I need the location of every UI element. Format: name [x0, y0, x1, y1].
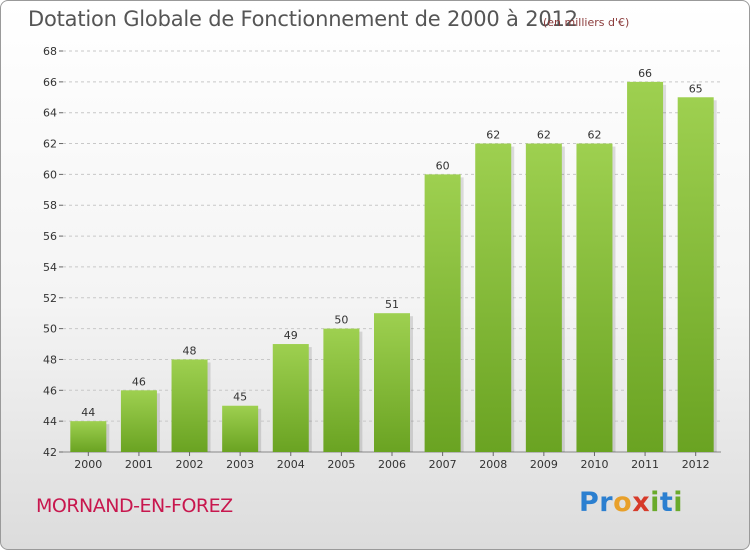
bar-value-label: 48 [183, 344, 197, 357]
x-tick-label: 2000 [74, 458, 102, 471]
commune-name: MORNAND-EN-FOREZ [36, 495, 233, 517]
y-tick-label: 42 [43, 446, 57, 459]
logo-letter: i [650, 487, 660, 518]
bar [576, 143, 613, 453]
y-tick-label: 50 [43, 323, 57, 336]
y-tick-label: 64 [43, 107, 57, 120]
bar [171, 359, 208, 452]
chart-title: Dotation Globale de Fonctionnement de 20… [28, 7, 578, 31]
bar-value-label: 45 [233, 391, 247, 404]
logo-letter: P [579, 487, 600, 518]
bar-value-label: 62 [537, 129, 551, 142]
y-tick-label: 52 [43, 292, 57, 305]
x-tick-label: 2009 [530, 458, 558, 471]
x-tick-label: 2008 [479, 458, 507, 471]
y-tick-label: 68 [43, 45, 57, 58]
x-tick-label: 2002 [176, 458, 204, 471]
bar [475, 143, 512, 453]
y-tick-label: 66 [43, 76, 57, 89]
bar [627, 81, 664, 452]
x-tick-label: 2004 [277, 458, 305, 471]
bar [323, 328, 360, 452]
logo-letter: o [613, 487, 633, 518]
value-labels: 44 46 48 45 49 50 51 60 62 62 62 66 65 [81, 67, 702, 419]
bar-value-label: 65 [689, 82, 703, 95]
bar [272, 344, 309, 452]
y-tick-label: 44 [43, 415, 57, 428]
bar-value-label: 50 [334, 314, 348, 327]
bar-value-label: 66 [638, 67, 652, 80]
y-tick-label: 56 [43, 230, 57, 243]
logo-letter: x [632, 487, 651, 518]
bar-value-label: 62 [486, 129, 500, 142]
logo-letter: t [659, 487, 674, 518]
bar [424, 174, 461, 452]
y-tick-label: 48 [43, 353, 57, 366]
chart-subtitle: (en milliers d'€) [543, 16, 630, 29]
bar [374, 313, 410, 452]
bar [525, 143, 562, 453]
x-tick-label: 2003 [226, 458, 254, 471]
x-tick-label: 2011 [631, 458, 659, 471]
bar-value-label: 60 [436, 159, 450, 172]
y-tick-label: 62 [43, 138, 57, 151]
x-axis-ticks: 2000 2001 2002 2003 2004 2005 2006 2007 2008 2009… [74, 452, 710, 471]
y-tick-label: 46 [43, 384, 57, 397]
bar [120, 390, 157, 452]
proxiti-logo: Proxiti [579, 487, 683, 518]
bar [222, 405, 259, 452]
bar-value-label: 44 [81, 406, 95, 419]
x-tick-label: 2012 [682, 458, 710, 471]
bar-value-label: 49 [284, 329, 298, 342]
x-tick-label: 2010 [580, 458, 608, 471]
x-tick-label: 2005 [327, 458, 355, 471]
y-tick-label: 58 [43, 199, 57, 212]
x-tick-label: 2001 [125, 458, 153, 471]
logo-letter: r [599, 487, 614, 518]
y-tick-label: 54 [43, 261, 57, 274]
bar-value-label: 46 [132, 375, 146, 388]
logo-letter: i [673, 487, 684, 518]
bars [70, 81, 717, 453]
y-tick-label: 60 [43, 168, 57, 181]
bar-value-label: 51 [385, 298, 399, 311]
x-tick-label: 2006 [378, 458, 406, 471]
y-axis-ticks: 42 44 46 48 50 52 54 56 58 60 62 64 66 68 [43, 45, 57, 459]
bar [70, 421, 107, 452]
bar-value-label: 62 [587, 129, 601, 142]
bar [677, 97, 714, 453]
x-tick-label: 2007 [429, 458, 457, 471]
